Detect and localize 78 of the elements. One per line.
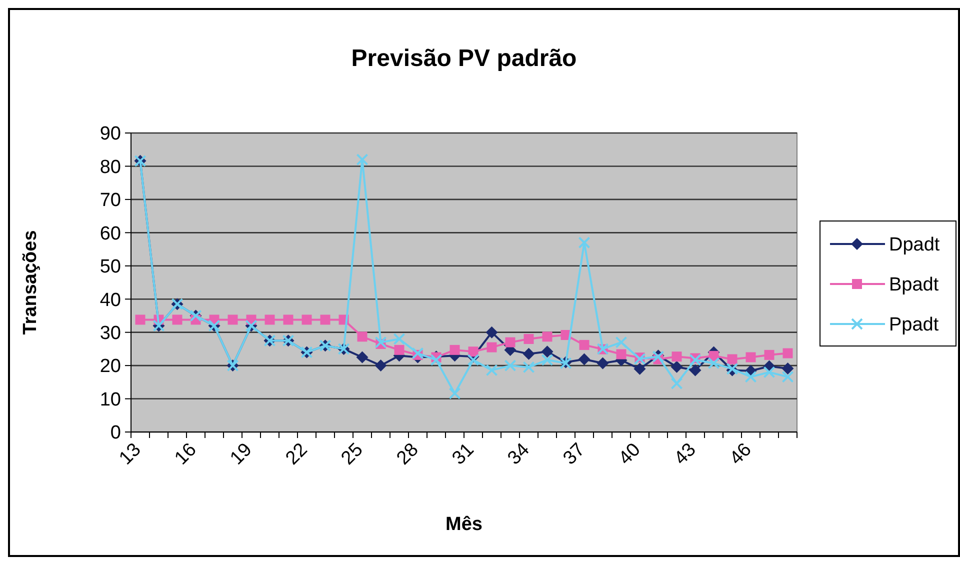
x-tick-label: 16: [170, 439, 201, 470]
point: [394, 344, 404, 355]
point: [782, 348, 793, 358]
point: [505, 337, 516, 348]
point: [764, 350, 774, 360]
x-tick-label: 46: [726, 439, 756, 470]
point: [302, 314, 312, 325]
point: [670, 360, 683, 373]
y-axis-title: Transações: [20, 230, 41, 335]
point: [746, 352, 756, 362]
x-tick-label: 22: [282, 439, 312, 470]
point: [448, 387, 461, 400]
y-tick-label: 30: [100, 322, 121, 344]
legend-label: Bpadt: [889, 274, 940, 296]
point: [689, 364, 702, 376]
point: [264, 314, 275, 325]
point: [670, 377, 683, 390]
legend-label: Dpadt: [889, 234, 940, 256]
y-tick-label: 50: [100, 256, 121, 278]
point: [744, 370, 757, 383]
chart-title: Previsão PV padrão: [351, 45, 577, 72]
point: [468, 346, 478, 357]
point: [412, 347, 424, 360]
x-tick-label: 31: [448, 439, 478, 470]
point: [541, 354, 554, 366]
legend-label: Ppadt: [889, 314, 940, 336]
y-tick-label: 20: [100, 356, 121, 378]
y-tick-label: 10: [100, 389, 121, 410]
point: [578, 236, 590, 249]
point: [467, 354, 480, 366]
point: [634, 362, 646, 375]
point: [578, 353, 590, 366]
point: [374, 336, 387, 348]
x-tick-label: 34: [504, 439, 534, 470]
point: [356, 351, 368, 364]
point: [542, 332, 552, 342]
point: [356, 154, 368, 166]
y-tick-label: 40: [100, 290, 121, 311]
y-tick-label: 90: [100, 124, 121, 145]
point: [486, 364, 498, 376]
point: [135, 314, 146, 325]
point: [689, 354, 702, 366]
point: [357, 332, 368, 342]
point: [596, 357, 609, 370]
point: [672, 352, 682, 362]
point: [615, 336, 628, 348]
point: [450, 344, 460, 355]
point: [524, 334, 534, 344]
point: [522, 348, 535, 360]
x-axis-title: Mês: [446, 514, 482, 535]
x-tick-label: 37: [559, 439, 590, 470]
y-tick-label: 70: [100, 190, 121, 212]
point: [579, 340, 590, 350]
point: [708, 357, 720, 370]
point: [393, 332, 406, 345]
point: [782, 370, 794, 383]
point: [541, 346, 554, 358]
point: [504, 360, 516, 372]
point: [430, 354, 442, 366]
point: [486, 326, 498, 338]
point: [283, 314, 294, 325]
point: [172, 314, 182, 325]
point: [374, 360, 387, 372]
point: [522, 361, 535, 374]
point: [486, 342, 497, 352]
x-tick-label: 25: [337, 439, 368, 470]
y-tick-label: 80: [100, 156, 121, 178]
x-tick-label: 28: [392, 439, 423, 470]
x-tick-label: 19: [226, 439, 256, 470]
point: [228, 314, 238, 325]
y-tick-label: 60: [100, 223, 121, 244]
point: [763, 366, 776, 378]
point: [320, 314, 330, 325]
x-tick-label: 40: [614, 439, 645, 470]
point: [782, 362, 794, 375]
point: [616, 349, 626, 360]
x-tick-label: 43: [670, 439, 700, 470]
point: [727, 354, 738, 364]
